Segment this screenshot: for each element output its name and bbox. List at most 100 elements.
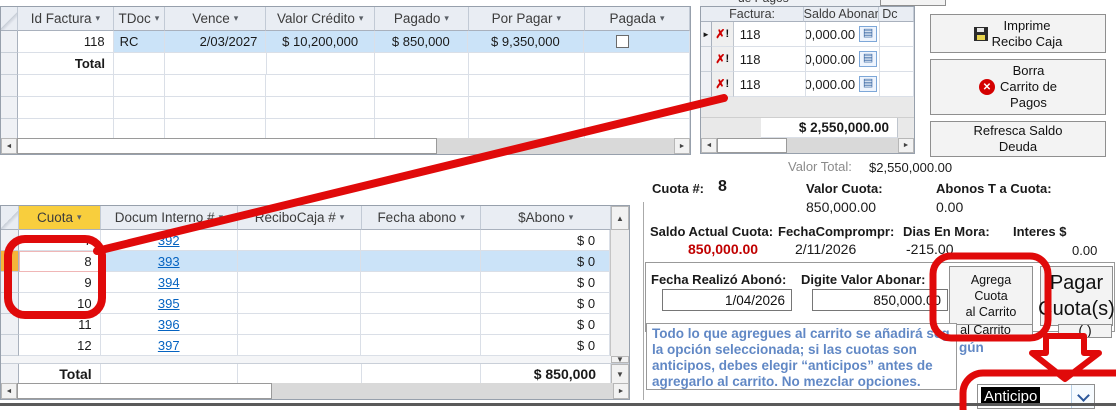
row-selector[interactable] <box>1 230 19 251</box>
current-record-icon[interactable]: ► <box>701 22 712 47</box>
doc-link[interactable]: 393 <box>157 253 180 269</box>
builder-icon[interactable]: ▤ <box>859 76 878 92</box>
dropdown-icon[interactable]: ▾ <box>233 13 239 23</box>
dropdown-icon[interactable]: ▾ <box>556 13 561 23</box>
delete-cart-line-button[interactable]: ✗! <box>711 22 734 47</box>
column-header-id-factura[interactable]: Id Factura ▾ <box>18 7 114 31</box>
cart-cell-saldo[interactable]: 850,000.00 ▤ <box>805 22 881 47</box>
dropdown-icon[interactable]: ▾ <box>358 13 364 23</box>
cell-valor-credito[interactable]: $ 10,200,000 <box>266 31 375 53</box>
vscroll-track[interactable] <box>610 293 629 314</box>
dropdown-icon[interactable]: ▾ <box>218 212 224 222</box>
cell-cuota[interactable]: 11 <box>18 314 101 335</box>
cell-abono[interactable]: $ 0 <box>480 251 611 272</box>
row-selector[interactable] <box>1 272 19 293</box>
builder-icon[interactable]: ▤ <box>859 51 878 67</box>
cell-cuota[interactable]: 10 <box>18 293 101 314</box>
dropdown-icon[interactable]: ▾ <box>568 212 574 222</box>
column-header-vence[interactable]: Vence ▾ <box>165 7 267 31</box>
column-header-valor-credito[interactable]: Valor Crédito ▾ <box>266 7 376 31</box>
vscroll-track[interactable] <box>610 251 629 272</box>
datasheet-corner[interactable] <box>1 7 19 31</box>
scroll-left-icon[interactable]: ◄ <box>701 138 717 153</box>
cart-cell-saldo[interactable]: 850,000.00 ▤ <box>805 47 881 72</box>
fecha-abono-input[interactable] <box>662 289 792 311</box>
scroll-down-icon[interactable]: ▼ <box>611 355 629 364</box>
cell-fecha[interactable] <box>361 314 481 335</box>
vscroll-track[interactable] <box>610 335 629 356</box>
cell-fecha[interactable] <box>361 230 481 251</box>
scroll-right-icon[interactable]: ► <box>674 138 690 154</box>
dropdown-icon[interactable]: ▾ <box>95 13 101 23</box>
cell-cuota-editing[interactable]: 8 <box>18 251 101 272</box>
borra-carrito-button[interactable]: ✕ Borra Carrito de Pagos <box>930 59 1106 115</box>
cell-recibo[interactable] <box>237 251 362 272</box>
cell-abono[interactable]: $ 0 <box>480 272 611 293</box>
pagada-checkbox[interactable] <box>615 35 629 48</box>
cart-header-factura[interactable]: Factura: <box>701 7 805 22</box>
scrollbar-thumb[interactable] <box>717 138 787 153</box>
cart-header-saldo[interactable]: Saldo Abonar <box>804 7 880 22</box>
vscroll-track[interactable] <box>610 272 629 293</box>
row-selector[interactable] <box>1 335 19 356</box>
column-header-recibocaja[interactable]: ReciboCaja # ▾ <box>238 206 362 230</box>
row-selector[interactable] <box>1 53 19 75</box>
scroll-left-icon[interactable]: ◄ <box>1 383 17 399</box>
builder-icon[interactable]: ▤ <box>859 26 878 42</box>
column-header-docum-interno[interactable]: Docum Interno # ▾ <box>100 206 239 230</box>
imprime-recibo-caja-button[interactable]: Imprime Recibo Caja <box>930 14 1106 53</box>
datasheet-corner[interactable] <box>1 206 19 230</box>
cell-abono[interactable]: $ 0 <box>480 293 611 314</box>
doc-link[interactable]: 396 <box>157 316 180 332</box>
cell-fecha[interactable] <box>361 335 481 356</box>
cell-tdoc[interactable]: RC <box>113 31 166 53</box>
doc-link[interactable]: 394 <box>157 274 180 290</box>
cart-cell-factura[interactable]: 118 <box>733 22 806 47</box>
valor-abonar-input[interactable] <box>812 289 948 311</box>
cell-cuota[interactable]: 7 <box>18 230 101 251</box>
scrollbar-thumb[interactable] <box>17 383 272 399</box>
cell-por-pagar[interactable]: $ 9,350,000 <box>467 31 584 53</box>
cart-cell-doc[interactable] <box>880 72 914 97</box>
cart-cell-doc[interactable] <box>880 47 914 72</box>
agrega-cuota-carrito-button[interactable]: Agrega Cuota al Carrito <box>949 266 1033 326</box>
scroll-left-icon[interactable]: ◄ <box>1 138 17 154</box>
doc-link[interactable]: 392 <box>157 232 180 248</box>
vscroll-track[interactable] <box>610 230 629 251</box>
cell-abono[interactable]: $ 0 <box>480 335 611 356</box>
scroll-right-icon[interactable]: ► <box>613 383 629 399</box>
doc-link[interactable]: 395 <box>157 295 180 311</box>
column-header-tdoc[interactable]: TDoc ▾ <box>113 7 166 31</box>
refresca-saldo-button[interactable]: Refresca Saldo Deuda <box>930 121 1106 157</box>
scroll-up-icon[interactable]: ▲ <box>611 206 629 230</box>
scrollbar-thumb[interactable] <box>17 138 437 154</box>
cart-cell-saldo[interactable]: 850,000.00 ▤ <box>805 72 881 97</box>
cell-fecha[interactable] <box>361 251 481 272</box>
cell-pagado[interactable]: $ 850,000 <box>374 31 468 53</box>
row-selector[interactable] <box>1 293 19 314</box>
row-selector[interactable] <box>1 364 19 385</box>
dropdown-icon[interactable]: ▾ <box>460 212 465 222</box>
cell-recibo[interactable] <box>237 293 362 314</box>
cart-cell-factura[interactable]: 118 <box>733 47 806 72</box>
doc-link[interactable]: 397 <box>157 337 180 353</box>
covered-button-pagar[interactable]: ( ) <box>1058 324 1112 338</box>
dropdown-icon[interactable]: ▾ <box>339 212 345 222</box>
cell-cuota[interactable]: 12 <box>18 335 101 356</box>
scroll-down-icon[interactable]: ▼ <box>611 364 629 385</box>
delete-cart-line-button[interactable]: ✗! <box>711 47 734 72</box>
cart-cell-doc[interactable] <box>880 22 914 47</box>
column-header-por-pagar[interactable]: Por Pagar ▾ <box>468 7 586 31</box>
column-header-fecha-abono[interactable]: Fecha abono ▾ <box>361 206 482 230</box>
dropdown-icon[interactable]: ▾ <box>444 13 449 23</box>
sort-filter-icon[interactable]: ▾ <box>77 212 82 222</box>
cell-abono[interactable]: $ 0 <box>480 230 611 251</box>
cell-vence[interactable]: 2/03/2027 <box>165 31 267 53</box>
scroll-right-icon[interactable]: ► <box>898 138 914 153</box>
delete-cart-line-button[interactable]: ✗! <box>711 72 734 97</box>
row-selector[interactable] <box>1 314 19 335</box>
cell-recibo[interactable] <box>237 335 362 356</box>
column-header-pagada[interactable]: Pagada ▾ <box>585 7 690 31</box>
column-header-cuota[interactable]: Cuota ▾ <box>18 206 101 230</box>
cart-cell-factura[interactable]: 118 <box>733 72 806 97</box>
